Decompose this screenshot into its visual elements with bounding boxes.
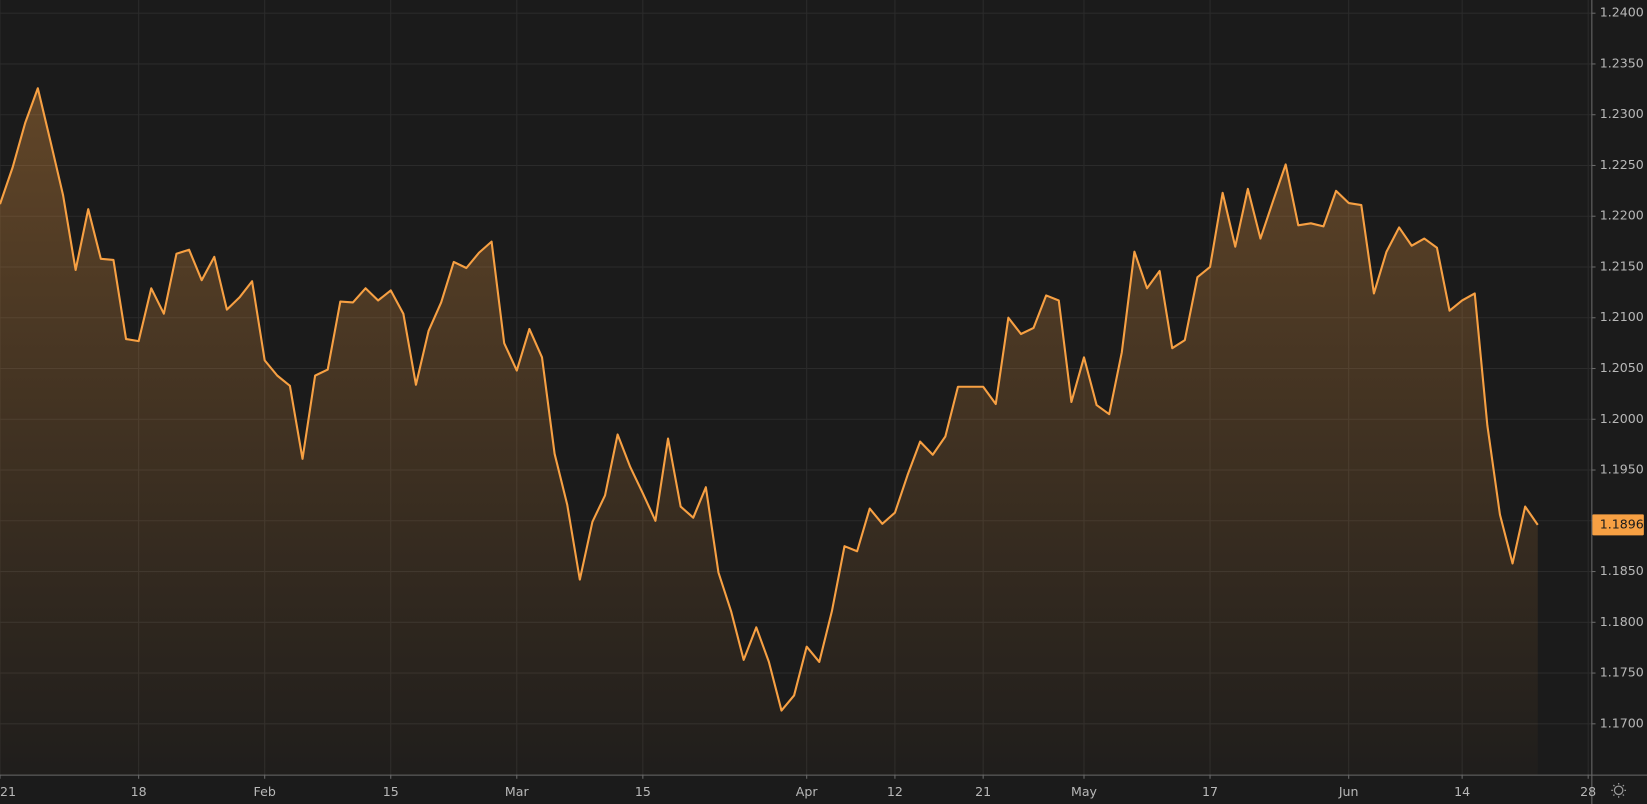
- x-tick-label: 12: [887, 784, 903, 799]
- x-tick-label: Mar: [505, 784, 530, 799]
- x-tick-label: 15: [383, 784, 399, 799]
- x-tick-label: Jun: [1338, 784, 1359, 799]
- y-tick-label: 1.2200: [1600, 208, 1644, 223]
- last-price-label: 1.1896: [1600, 516, 1644, 531]
- y-tick-label: 1.1700: [1600, 715, 1644, 730]
- y-tick-label: 1.2050: [1600, 360, 1644, 375]
- y-tick-label: 1.2250: [1600, 157, 1644, 172]
- x-tick-label: 18: [131, 784, 147, 799]
- y-tick-label: 1.2000: [1600, 411, 1644, 426]
- x-tick-label: May: [1071, 784, 1098, 799]
- price-line: [0, 87, 1539, 712]
- y-tick-label: 1.1800: [1600, 614, 1644, 629]
- y-tick-label: 1.2400: [1600, 5, 1644, 20]
- axes: 1.17001.17501.18001.18501.19001.19501.20…: [0, 5, 1644, 799]
- x-tick-label: 15: [635, 784, 651, 799]
- x-tick-label: Feb: [254, 784, 276, 799]
- area-fill: [0, 88, 1538, 775]
- y-tick-label: 1.2350: [1600, 55, 1644, 70]
- plot: [0, 87, 1539, 775]
- x-tick-label: 21: [975, 784, 991, 799]
- x-tick-label: 14: [1454, 784, 1470, 799]
- y-tick-label: 1.2100: [1600, 309, 1644, 324]
- y-tick-label: 1.1950: [1600, 462, 1644, 477]
- x-tick-label: 17: [1202, 784, 1218, 799]
- y-tick-label: 1.2150: [1600, 258, 1644, 273]
- y-tick-label: 1.1750: [1600, 665, 1644, 680]
- last-price-tag: [1592, 514, 1644, 536]
- settings-icon[interactable]: [1611, 782, 1626, 798]
- x-tick-label: 28: [1580, 784, 1596, 799]
- y-tick-label: 1.1850: [1600, 563, 1644, 578]
- y-tick-label: 1.2300: [1600, 106, 1644, 121]
- x-tick-label: Apr: [796, 784, 819, 799]
- x-tick-label: 2021: [0, 784, 16, 799]
